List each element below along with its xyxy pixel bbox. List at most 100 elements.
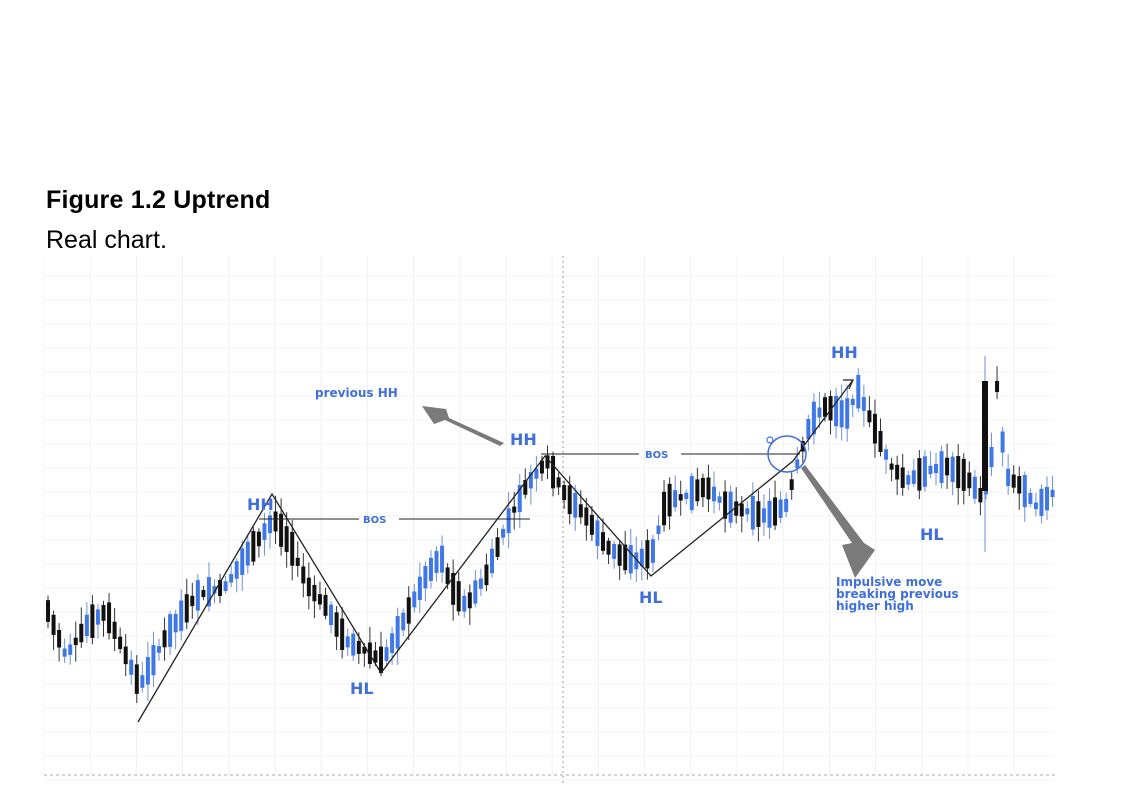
chart-grid	[44, 256, 1055, 785]
previous-hh-label: previous HH	[315, 386, 398, 400]
candle-bearish	[312, 584, 317, 602]
candle-bullish	[478, 578, 483, 589]
candle-bullish	[911, 470, 916, 484]
candle-bullish	[639, 548, 644, 567]
candle-bearish	[373, 650, 378, 663]
candle-bullish	[140, 675, 145, 688]
candle-bullish	[68, 644, 73, 655]
candle-bearish	[379, 646, 383, 674]
candle-bearish	[190, 595, 195, 607]
candle-bullish	[595, 520, 600, 546]
candle-bearish	[645, 540, 650, 569]
candle-bullish	[84, 614, 89, 637]
candle-bullish	[989, 446, 994, 468]
candle-bullish	[168, 614, 173, 647]
hl-label-3: HL	[920, 525, 944, 544]
candle-bullish	[95, 609, 100, 625]
candle-bearish	[739, 503, 744, 517]
candle-bullish	[345, 636, 350, 648]
previous-hh-arrow	[422, 406, 504, 446]
candle-bullish	[262, 523, 267, 540]
candle-bearish	[995, 380, 1000, 393]
candle-bearish	[551, 455, 556, 489]
candle-bearish	[867, 410, 872, 423]
candle-bearish	[872, 413, 877, 444]
candle-bearish	[317, 594, 322, 605]
candle-bullish	[62, 648, 67, 657]
candle-bullish	[206, 577, 211, 607]
candle-bearish	[406, 597, 411, 624]
candle-bearish	[773, 497, 778, 526]
candle-bearish	[118, 636, 123, 649]
candle-bearish	[46, 600, 50, 622]
candle-bullish	[501, 528, 506, 538]
candle-bearish	[79, 623, 84, 643]
hh-label-2: HH	[510, 430, 537, 449]
candle-bullish	[717, 496, 722, 503]
candle-bullish	[173, 613, 178, 633]
candle-bullish	[839, 400, 844, 428]
candle-bearish	[134, 664, 139, 694]
candle-bearish	[606, 540, 611, 555]
candle-bearish	[723, 491, 728, 519]
candle-bullish	[268, 515, 272, 534]
candle-bullish	[1050, 489, 1055, 498]
candle-bullish	[1033, 502, 1038, 510]
candle-bullish	[151, 645, 156, 676]
candle-bullish	[573, 492, 578, 518]
trend-arrowhead	[843, 379, 855, 390]
bos-label-1: BOS	[363, 515, 386, 526]
candle-bullish	[795, 459, 800, 469]
candle-bearish	[878, 431, 883, 452]
candle-bullish	[811, 401, 816, 435]
candle-bearish	[945, 457, 950, 476]
hl-label-2: HL	[639, 588, 663, 607]
candle-bearish	[73, 637, 78, 646]
candle-bearish	[789, 479, 794, 490]
candle-bullish	[384, 647, 389, 661]
candle-bullish	[861, 397, 866, 411]
candle-bearish	[51, 614, 56, 635]
impulsive-label-line-1: Impulsive move	[836, 575, 942, 589]
candle-bullish	[1039, 488, 1044, 516]
candle-bearish	[284, 526, 289, 552]
candle-bearish	[218, 580, 223, 596]
candle-bullish	[1045, 486, 1049, 511]
candle-bearish	[623, 544, 628, 571]
candle-bearish	[539, 460, 544, 474]
candle-bullish	[684, 492, 689, 499]
impulsive-label-line-2: breaking previous	[836, 587, 959, 601]
candle-bearish	[306, 577, 311, 597]
candle-bearish	[445, 567, 450, 585]
candle-bullish	[784, 498, 789, 512]
candle-bearish	[667, 483, 672, 517]
candle-bearish	[367, 642, 372, 665]
candle-bullish	[745, 508, 750, 515]
candle-bearish	[123, 646, 128, 665]
candle-bearish	[756, 501, 761, 527]
candle-bearish	[90, 604, 95, 638]
candle-bullish	[628, 545, 633, 574]
candle-bullish	[428, 557, 433, 581]
candle-bearish	[162, 630, 167, 648]
candle-bearish	[895, 464, 900, 480]
candle-bullish	[412, 591, 417, 608]
candle-bearish	[562, 484, 567, 501]
candle-bullish	[856, 374, 861, 409]
candle-bullish	[145, 657, 150, 685]
candle-bearish	[828, 396, 833, 421]
candle-bearish	[1017, 476, 1022, 494]
candle-bearish	[323, 595, 328, 616]
candle-bullish	[673, 490, 678, 508]
candle-bearish	[617, 544, 622, 566]
candle-bearish	[823, 397, 827, 417]
candle-bearish	[295, 557, 300, 566]
breakout-circle	[767, 435, 807, 473]
annotations: HH HH HH HL HL HL BOS BOS previous HH Im…	[137, 343, 959, 723]
candle-bullish	[240, 548, 245, 575]
candle-bullish	[689, 476, 694, 511]
candle-bearish	[301, 566, 306, 584]
candle-bullish	[950, 456, 955, 483]
candle-bullish	[351, 633, 356, 656]
candle-bearish	[678, 494, 683, 501]
